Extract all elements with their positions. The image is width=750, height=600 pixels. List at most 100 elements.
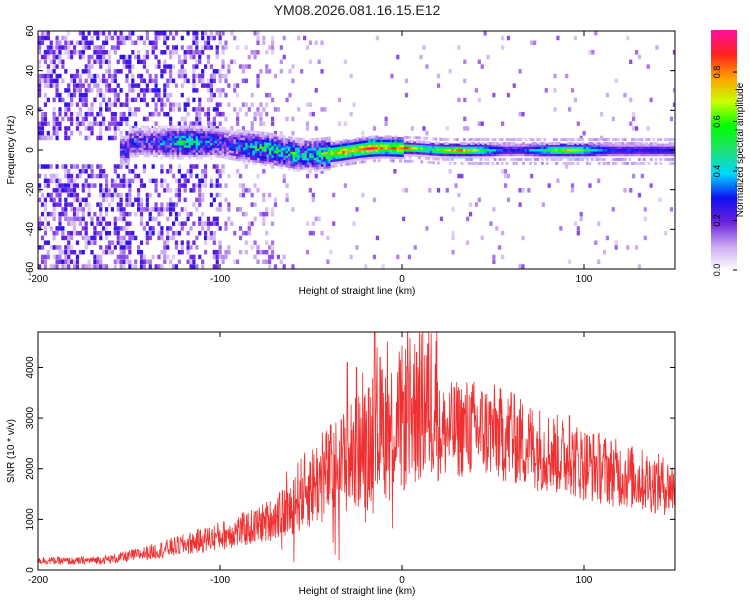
- spectrogram-cell: [160, 73, 164, 79]
- spectrogram-band-cell: [500, 145, 504, 150]
- spectrogram-band-cell: [136, 139, 140, 143]
- spectrogram-band-cell: [406, 148, 409, 152]
- spectrogram-band-cell: [578, 148, 582, 152]
- spectrogram-band-cell: [524, 143, 528, 147]
- spectrogram-band-cell: [318, 137, 322, 141]
- spectrogram-band-cell: [157, 151, 161, 155]
- spectrogram-cell: [128, 259, 132, 264]
- spectrogram-band-cell: [195, 139, 199, 143]
- spectrogram-cell: [61, 78, 65, 84]
- spectrogram-cell: [38, 216, 42, 222]
- spectrogram-band-cell: [401, 151, 405, 155]
- spectrogram-cell: [428, 188, 432, 193]
- spectrogram-cell: [87, 64, 91, 69]
- spectrogram-halo-cell: [607, 138, 611, 142]
- spectrogram-cell: [171, 207, 176, 212]
- spectrogram-cell: [52, 254, 56, 260]
- spectrogram-band-cell: [413, 148, 417, 152]
- spectrogram-cell: [148, 111, 152, 117]
- spectrogram-band-cell: [299, 149, 303, 153]
- spectrogram-band-cell: [649, 153, 653, 157]
- spectrogram-band-cell: [316, 137, 320, 141]
- spectrogram-band-cell: [335, 158, 339, 162]
- spectrogram-band-cell: [238, 141, 241, 145]
- spectrogram-cell: [55, 173, 59, 179]
- spectrogram-cell: [329, 249, 333, 255]
- spectrogram-halo-cell: [604, 142, 608, 146]
- spectrogram-halo-cell: [410, 140, 414, 144]
- spectrogram-band-cell: [503, 150, 506, 154]
- spectrogram-band-cell: [318, 166, 322, 170]
- spectrogram-band-cell: [522, 150, 525, 154]
- spectrogram-cell: [134, 164, 138, 169]
- spectrogram-band-cell: [250, 135, 253, 139]
- spectrogram-cell: [90, 40, 94, 46]
- spectrogram-band-cell: [212, 128, 215, 132]
- spectrogram-cell: [227, 202, 231, 207]
- spectrogram-cell: [209, 73, 214, 79]
- spectrogram-cell: [46, 192, 50, 198]
- spectrogram-halo-cell: [427, 156, 431, 160]
- spectrogram-cell: [142, 40, 147, 46]
- spectrogram-cell: [180, 45, 184, 50]
- spectrogram-cell: [43, 183, 48, 188]
- spectrogram-band-cell: [349, 158, 353, 162]
- spectrogram-band-cell: [153, 144, 156, 148]
- spectrogram-cell: [96, 254, 100, 260]
- spectrogram-cell: [238, 192, 243, 198]
- spectrogram-halo-cell: [512, 157, 516, 161]
- spectrogram-cell: [84, 235, 88, 241]
- spectrogram-cell: [241, 78, 246, 84]
- spectrogram-halo-cell: [576, 161, 580, 165]
- spectrogram-cell: [154, 102, 158, 107]
- spectrogram-cell: [174, 45, 179, 50]
- spectrogram-band-cell: [496, 150, 499, 154]
- spectrogram-cell: [49, 40, 53, 46]
- spectrogram-band-cell: [309, 166, 312, 170]
- spectrogram-band-cell: [524, 145, 528, 150]
- spectrogram-band-cell: [342, 159, 346, 163]
- spectrogram-band-cell: [458, 143, 462, 147]
- spectrogram-cell: [72, 192, 77, 198]
- spectrogram-cell: [169, 54, 173, 60]
- spectrogram-band-cell: [533, 148, 537, 152]
- spectrogram-band-cell: [190, 135, 194, 139]
- spectrogram-cell: [75, 264, 80, 269]
- spectrogram-cell: [285, 116, 289, 122]
- spectrogram-cell: [43, 207, 48, 212]
- spectrogram-halo-cell: [474, 161, 478, 165]
- spectrogram-cell: [96, 35, 100, 41]
- spectrogram-cell: [119, 116, 123, 122]
- spectrogram-band-cell: [181, 144, 185, 148]
- spectrogram-band-cell: [649, 150, 653, 154]
- spectrogram-cell: [530, 269, 533, 274]
- spectrogram-cell: [49, 50, 53, 55]
- spectrogram-band-cell: [581, 150, 585, 154]
- spectrogram-cell: [311, 221, 315, 226]
- spectrogram-band-cell: [143, 149, 147, 153]
- spectrogram-cell: [180, 35, 184, 41]
- spectrogram-band-cell: [522, 145, 525, 150]
- spectrogram-band-cell: [245, 151, 249, 155]
- spectrogram-cell: [224, 45, 228, 50]
- spectrogram-band-cell: [517, 148, 521, 152]
- spectrogram-band-cell: [394, 148, 398, 152]
- spectrogram-cell: [198, 116, 202, 122]
- spectrogram-cell: [291, 207, 295, 212]
- spectrogram-band-cell: [268, 156, 272, 160]
- spectrogram-halo-cell: [448, 157, 452, 161]
- spectrogram-cell: [67, 240, 71, 245]
- spectrogram-cell: [151, 164, 155, 169]
- spectrogram-band-cell: [342, 152, 346, 156]
- spectrogram-y-tick-label: 40: [25, 65, 36, 77]
- spectrogram-band-cell: [294, 161, 298, 165]
- spectrogram-cell: [160, 169, 164, 174]
- spectrogram-cell: [154, 264, 158, 269]
- spectrogram-band-cell: [432, 142, 436, 147]
- spectrogram-band-cell: [453, 148, 457, 152]
- spectrogram-band-cell: [283, 161, 286, 165]
- spectrogram-cell: [61, 164, 65, 169]
- spectrogram-band-cell: [652, 143, 656, 147]
- spectrogram-cell: [195, 173, 199, 179]
- spectrogram-band-cell: [205, 137, 208, 141]
